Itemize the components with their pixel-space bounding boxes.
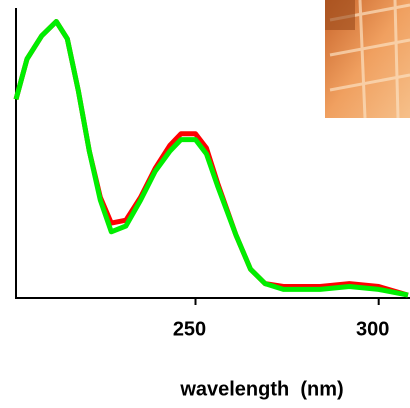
x-tick-label: 300 [356, 318, 389, 340]
photo-inset [325, 0, 410, 119]
x-axis-label: wavelength (nm) [179, 378, 343, 400]
series-line [13, 19, 409, 298]
x-tick-label: 250 [173, 318, 206, 340]
